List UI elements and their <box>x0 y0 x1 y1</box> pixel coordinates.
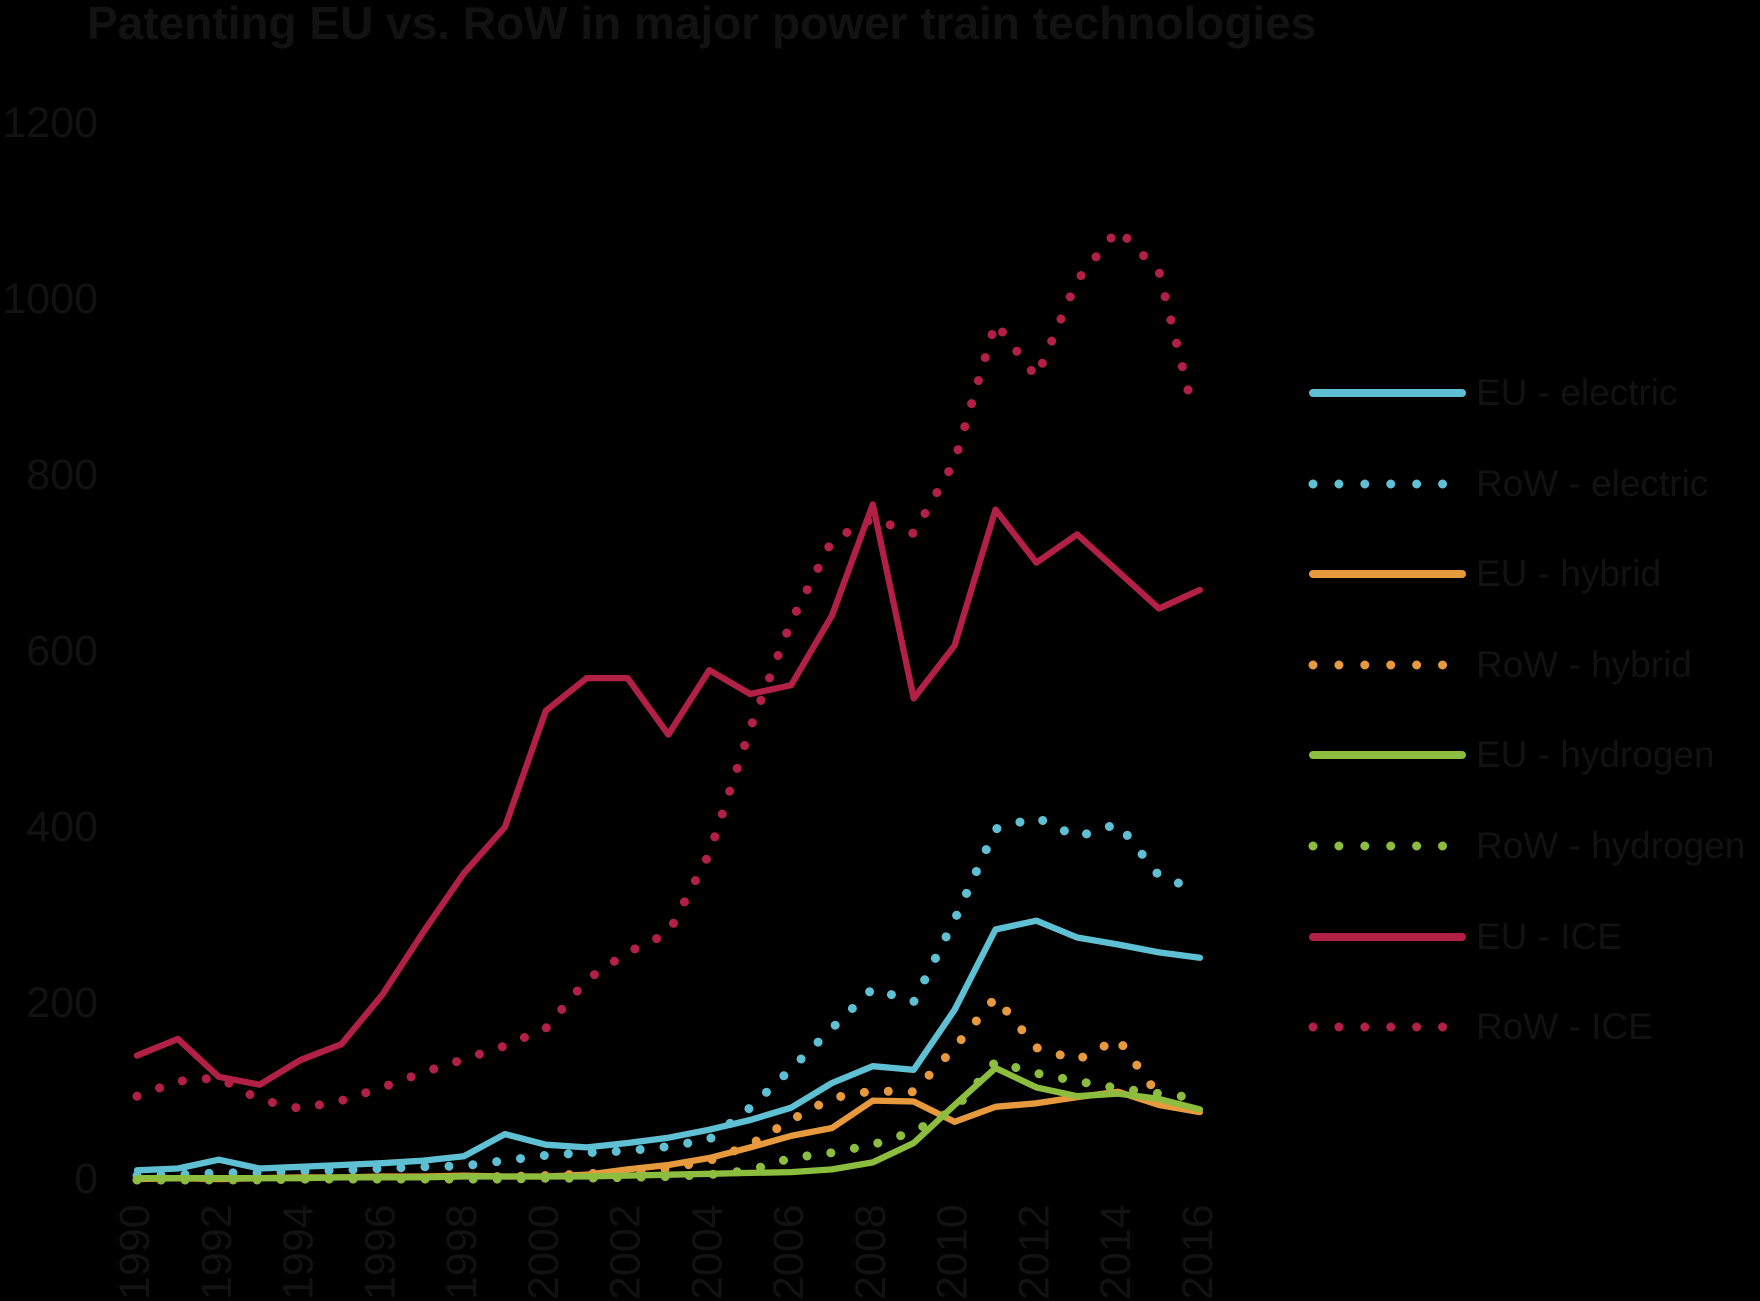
svg-text:600: 600 <box>26 627 98 675</box>
svg-text:2004: 2004 <box>683 1204 731 1300</box>
svg-text:EU - hydrogen: EU - hydrogen <box>1476 734 1715 775</box>
svg-text:2000: 2000 <box>520 1204 568 1300</box>
svg-text:0: 0 <box>74 1155 98 1203</box>
svg-text:2012: 2012 <box>1010 1204 1058 1300</box>
svg-text:200: 200 <box>26 979 98 1027</box>
svg-text:RoW - hydrogen: RoW - hydrogen <box>1476 825 1745 866</box>
svg-text:EU - electric: EU - electric <box>1476 372 1677 413</box>
svg-text:800: 800 <box>26 451 98 499</box>
svg-text:EU - ICE: EU - ICE <box>1476 916 1622 957</box>
svg-text:400: 400 <box>26 803 98 851</box>
svg-text:1996: 1996 <box>356 1204 404 1300</box>
svg-text:1992: 1992 <box>193 1204 241 1300</box>
svg-text:1998: 1998 <box>438 1204 486 1300</box>
svg-text:2008: 2008 <box>847 1204 895 1300</box>
svg-text:2014: 2014 <box>1092 1204 1140 1300</box>
svg-text:2010: 2010 <box>929 1204 977 1300</box>
svg-text:2002: 2002 <box>602 1204 650 1300</box>
svg-text:1000: 1000 <box>2 275 98 323</box>
svg-text:2016: 2016 <box>1174 1204 1222 1300</box>
svg-text:2006: 2006 <box>765 1204 813 1300</box>
svg-text:RoW - electric: RoW - electric <box>1476 463 1708 504</box>
svg-text:RoW - ICE: RoW - ICE <box>1476 1006 1653 1047</box>
svg-text:RoW - hybrid: RoW - hybrid <box>1476 644 1692 685</box>
svg-text:EU - hybrid: EU - hybrid <box>1476 553 1661 594</box>
svg-text:1990: 1990 <box>111 1204 159 1300</box>
svg-text:1994: 1994 <box>275 1204 323 1300</box>
svg-text:1200: 1200 <box>2 99 98 147</box>
svg-text:Patenting EU vs. RoW in major: Patenting EU vs. RoW in major power trai… <box>87 0 1316 49</box>
